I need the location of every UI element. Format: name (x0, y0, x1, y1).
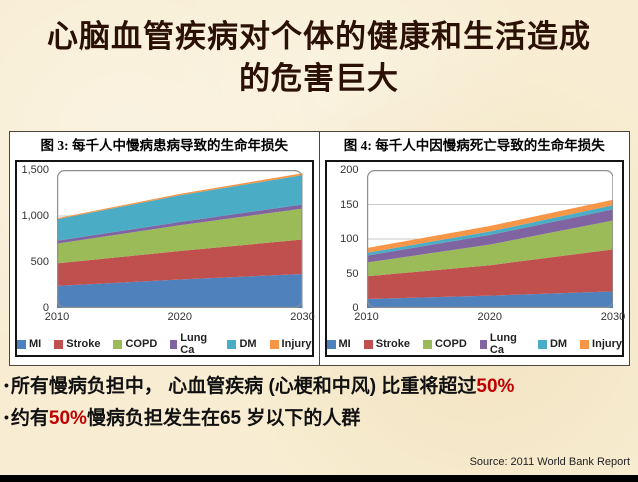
legend-item-lung-ca: Lung Ca (479, 332, 525, 356)
legend-item-copd: COPD (422, 338, 467, 350)
area-series-injury (366, 199, 613, 253)
bullet-2-marker: • (4, 409, 9, 425)
legend-item-lung-ca: Lung Ca (170, 332, 214, 356)
legend-item-stroke: Stroke (363, 338, 410, 350)
area-series-stroke (366, 249, 613, 299)
figure-3-chart: 0 500 1,000 1,500 2010 2020 2030 MI Stroke COPD… (15, 160, 315, 357)
area-series-copd (57, 208, 303, 264)
legend-label: Injury (281, 338, 312, 350)
y-tick-label: 50 (346, 267, 359, 280)
area-series-mi (366, 291, 613, 308)
plot-border (367, 171, 612, 308)
legend-item-mi: MI (17, 338, 41, 350)
area-series-stroke (57, 239, 303, 286)
area-series-lung-ca (57, 204, 303, 244)
legend-item-dm: DM (537, 338, 568, 350)
bullet-2-text-post: 慢病负担发生在65 岁以下的人群 (86, 408, 361, 429)
bottom-bar (0, 475, 638, 482)
plot-border (58, 171, 302, 308)
legend-item-injury: Injury (580, 338, 622, 350)
legend-swatch-icon (326, 339, 336, 349)
legend-label: COPD (434, 338, 467, 350)
area-series-dm (366, 205, 613, 256)
legend-label: DM (239, 338, 257, 350)
y-tick-label: 200 (340, 164, 359, 176)
y-tick-label: 1,500 (21, 164, 49, 176)
legend-label: DM (549, 338, 568, 350)
y-tick-label: 500 (30, 256, 49, 268)
legend-swatch-icon (170, 339, 178, 349)
x-tick-label: 2020 (167, 311, 192, 323)
x-tick-label: 2010 (354, 311, 379, 323)
legend-swatch-icon (17, 339, 26, 349)
bullet-list: • 所有慢病负担中， 心血管疾病 (心梗和中风) 比重将超过50% • 约有50%慢… (4, 370, 634, 434)
legend-label: MI (29, 338, 42, 350)
bullet-1: • 所有慢病负担中， 心血管疾病 (心梗和中风) 比重将超过50% (4, 370, 634, 402)
legend-label: MI (338, 338, 351, 350)
legend-label: Lung Ca (180, 332, 208, 356)
slide-title-line1: 心脑血管疾病对个体的健康和生活造成 (47, 19, 591, 54)
legend-swatch-icon (479, 339, 487, 349)
figure-4: 图 4: 每千人中因慢病死亡导致的生命年损失 0 50 100 150 200 2010… (320, 132, 630, 365)
stacked-area-plot (366, 170, 613, 308)
legend-item-dm: DM (227, 338, 257, 350)
y-tick-label: 150 (340, 198, 359, 211)
bullet-2: • 约有50%慢病负担发生在65 岁以下的人群 (4, 402, 634, 434)
x-tick-label: 2020 (477, 311, 502, 323)
slide-title: 心脑血管疾病对个体的健康和生活造成 的危害巨大 (0, 16, 638, 100)
legend-item-injury: Injury (269, 338, 312, 350)
legend-item-copd: COPD (113, 338, 157, 350)
bullet-2-highlight: 50% (48, 408, 87, 429)
figure-4-x-axis: 2010 2020 2030 (354, 311, 625, 325)
area-series-mi (57, 274, 303, 308)
area-series-copd (366, 220, 613, 277)
charts-panel: 图 3: 每千人中慢病患病导致的生命年损失 0 500 1,000 1,500 201… (9, 131, 630, 366)
figure-4-legend: MI Stroke COPD Lung Ca DM Injury (326, 332, 622, 356)
legend-swatch-icon (269, 339, 279, 349)
legend-label: Injury (592, 338, 622, 350)
legend-swatch-icon (54, 339, 64, 349)
figure-3-x-axis: 2010 2020 2030 (45, 311, 315, 325)
y-tick-label: 0 (42, 302, 49, 314)
source-credit: Source: 2011 World Bank Report (469, 456, 630, 468)
bullet-1-highlight: 50% (476, 376, 515, 397)
legend-label: Stroke (66, 338, 101, 350)
legend-label: COPD (125, 338, 158, 350)
area-series-injury (57, 173, 303, 220)
bullet-2-text: 约有 (10, 408, 49, 429)
legend-label: Stroke (375, 338, 410, 350)
figure-4-y-axis: 0 50 100 150 200 (327, 164, 364, 314)
figure-4-chart: 0 50 100 150 200 2010 2020 2030 MI Stroke COPD Lu… (324, 160, 625, 357)
legend-swatch-icon (113, 339, 123, 349)
x-tick-label: 2030 (290, 311, 315, 323)
legend-label: Lung Ca (489, 332, 517, 356)
y-tick-label: 1,000 (21, 210, 49, 222)
stacked-area-plot (57, 170, 303, 308)
figure-3-plot-area (57, 170, 303, 308)
figure-4-title: 图 4: 每千人中因慢病死亡导致的生命年损失 (343, 138, 605, 153)
bullet-1-text: 所有慢病负担中， 心血管疾病 (心梗和中风) 比重将超过 (10, 376, 477, 397)
y-tick-label: 0 (352, 302, 359, 314)
legend-swatch-icon (580, 339, 590, 349)
legend-swatch-icon (363, 339, 373, 349)
figure-3-y-axis: 0 500 1,000 1,500 (17, 164, 54, 314)
figure-4-plot-area (366, 170, 613, 308)
y-tick-label: 100 (340, 233, 359, 245)
legend-item-stroke: Stroke (54, 338, 100, 350)
area-series-dm (57, 175, 303, 241)
legend-swatch-icon (422, 339, 432, 349)
x-tick-label: 2030 (600, 311, 626, 323)
legend-swatch-icon (537, 339, 547, 349)
legend-item-mi: MI (326, 338, 351, 350)
figure-3: 图 3: 每千人中慢病患病导致的生命年损失 0 500 1,000 1,500 201… (10, 132, 320, 365)
slide-title-line2: 的危害巨大 (239, 61, 399, 96)
figure-3-title: 图 3: 每千人中慢病患病导致的生命年损失 (40, 138, 289, 153)
area-series-lung-ca (366, 209, 613, 263)
figure-3-legend: MI Stroke COPD Lung Ca DM Injury (17, 332, 312, 356)
bullet-1-marker: • (4, 377, 9, 393)
legend-swatch-icon (227, 339, 237, 349)
x-tick-label: 2010 (44, 311, 70, 323)
